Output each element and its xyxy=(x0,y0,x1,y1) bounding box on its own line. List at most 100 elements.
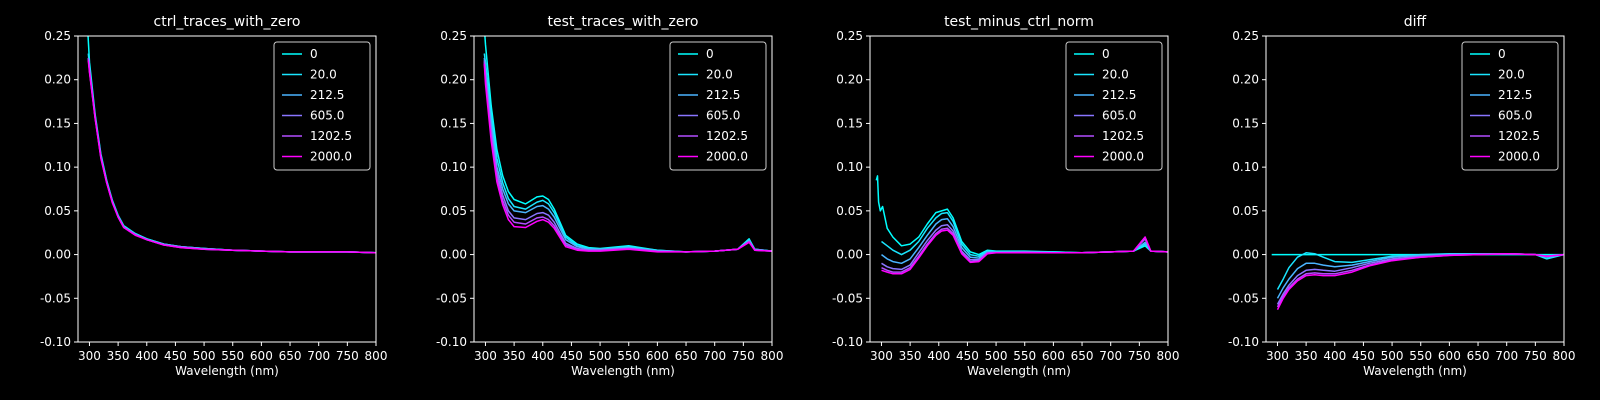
y-tick-label: -0.05 xyxy=(40,291,71,305)
x-tick-label: 400 xyxy=(531,349,554,363)
legend-entry: 2000.0 xyxy=(1102,150,1144,164)
y-tick-label: -0.10 xyxy=(40,335,71,349)
legend-entry: 2000.0 xyxy=(1498,150,1540,164)
x-axis-label: Wavelength (nm) xyxy=(1363,364,1467,378)
x-tick-label: 600 xyxy=(646,349,669,363)
x-tick-label: 750 xyxy=(732,349,755,363)
legend-entry: 20.0 xyxy=(706,68,733,82)
x-tick-label: 300 xyxy=(474,349,497,363)
x-tick-label: 550 xyxy=(1409,349,1432,363)
y-tick-label: 0.15 xyxy=(1232,116,1259,130)
legend-entry: 2000.0 xyxy=(310,150,352,164)
y-tick-label: 0.10 xyxy=(44,160,71,174)
x-tick-label: 800 xyxy=(761,349,784,363)
x-tick-label: 800 xyxy=(1157,349,1180,363)
series-line-5 xyxy=(87,60,376,254)
x-tick-label: 750 xyxy=(336,349,359,363)
y-tick-label: 0.15 xyxy=(440,116,467,130)
legend-entry: 212.5 xyxy=(1498,88,1532,102)
x-tick-label: 450 xyxy=(1352,349,1375,363)
y-tick-label: 0.20 xyxy=(836,73,863,87)
x-tick-label: 750 xyxy=(1524,349,1547,363)
legend-entry: 605.0 xyxy=(1498,109,1532,123)
x-tick-label: 650 xyxy=(1071,349,1094,363)
chart-title: test_minus_ctrl_norm xyxy=(944,14,1094,30)
y-tick-label: 0.10 xyxy=(836,160,863,174)
series-group xyxy=(483,36,772,253)
y-tick-label: 0.10 xyxy=(440,160,467,174)
y-tick-label: 0.00 xyxy=(44,248,71,262)
legend: 0 20.0 212.5 605.0 1202.5 2000.0 xyxy=(1065,41,1163,171)
legend-entry: 212.5 xyxy=(706,88,740,102)
chart-title: ctrl_traces_with_zero xyxy=(154,14,301,30)
x-tick-label: 350 xyxy=(107,349,130,363)
chart-title: diff xyxy=(1404,14,1427,30)
x-axis-label: Wavelength (nm) xyxy=(967,364,1071,378)
x-tick-label: 450 xyxy=(956,349,979,363)
y-tick-label: -0.05 xyxy=(832,291,863,305)
x-tick-label: 500 xyxy=(193,349,216,363)
legend-entry: 1202.5 xyxy=(1498,129,1540,143)
y-tick-label: -0.05 xyxy=(1228,291,1259,305)
y-tick-label: 0.00 xyxy=(1232,248,1259,262)
series-line-5 xyxy=(1276,252,1564,311)
x-tick-label: 700 xyxy=(703,349,726,363)
legend-entry: 1202.5 xyxy=(1102,129,1144,143)
chart-title: test_traces_with_zero xyxy=(548,14,699,30)
x-tick-label: 500 xyxy=(1381,349,1404,363)
x-tick-label: 700 xyxy=(1495,349,1518,363)
x-tick-label: 600 xyxy=(1042,349,1065,363)
x-tick-label: 450 xyxy=(164,349,187,363)
x-tick-label: 350 xyxy=(899,349,922,363)
legend-entry: 0 xyxy=(1102,47,1110,61)
series-group xyxy=(87,36,376,254)
y-tick-label: 0.25 xyxy=(440,29,467,43)
x-axis-label: Wavelength (nm) xyxy=(175,364,279,378)
x-tick-label: 650 xyxy=(279,349,302,363)
legend-entry: 605.0 xyxy=(310,109,344,123)
series-line-5 xyxy=(881,229,1168,275)
legend-entry: 605.0 xyxy=(1102,109,1136,123)
y-tick-label: 0.05 xyxy=(836,204,863,218)
x-tick-label: 500 xyxy=(589,349,612,363)
series-group xyxy=(1271,252,1564,311)
y-tick-label: -0.05 xyxy=(436,291,467,305)
y-tick-label: 0.20 xyxy=(440,73,467,87)
y-tick-label: 0.25 xyxy=(1232,29,1259,43)
y-tick-label: 0.20 xyxy=(44,73,71,87)
legend-entry: 212.5 xyxy=(310,88,344,102)
y-tick-label: 0.05 xyxy=(440,204,467,218)
y-tick-label: 0.15 xyxy=(836,116,863,130)
y-tick-label: 0.25 xyxy=(44,29,71,43)
x-tick-label: 550 xyxy=(617,349,640,363)
x-axis-label: Wavelength (nm) xyxy=(571,364,675,378)
x-tick-label: 550 xyxy=(221,349,244,363)
x-tick-label: 450 xyxy=(560,349,583,363)
x-tick-label: 300 xyxy=(78,349,101,363)
plot-frame xyxy=(473,35,773,343)
y-tick-label: 0.20 xyxy=(1232,73,1259,87)
legend: 0 20.0 212.5 605.0 1202.5 2000.0 xyxy=(1461,41,1559,171)
legend-entry: 212.5 xyxy=(1102,88,1136,102)
x-tick-label: 800 xyxy=(1553,349,1576,363)
legend-entry: 20.0 xyxy=(1498,68,1525,82)
x-tick-label: 300 xyxy=(870,349,893,363)
chart-panel-0: 300 350 400 450 500 550 600 650 700 750 800 -0.10 -0… xyxy=(40,14,388,378)
legend: 0 20.0 212.5 605.0 1202.5 2000.0 xyxy=(273,41,371,171)
legend-entry: 20.0 xyxy=(1102,68,1129,82)
y-tick-label: -0.10 xyxy=(832,335,863,349)
legend: 0 20.0 212.5 605.0 1202.5 2000.0 xyxy=(669,41,767,171)
y-tick-label: -0.10 xyxy=(436,335,467,349)
series-group xyxy=(875,175,1168,275)
legend-entry: 0 xyxy=(1498,47,1506,61)
x-tick-label: 650 xyxy=(1467,349,1490,363)
legend-entry: 2000.0 xyxy=(706,150,748,164)
x-tick-label: 400 xyxy=(1323,349,1346,363)
x-tick-label: 350 xyxy=(1295,349,1318,363)
y-tick-label: 0.25 xyxy=(836,29,863,43)
x-tick-label: 800 xyxy=(365,349,388,363)
chart-panel-2: 300 350 400 450 500 550 600 650 700 750 800 -0.10 -0… xyxy=(832,14,1180,378)
legend-entry: 1202.5 xyxy=(706,129,748,143)
